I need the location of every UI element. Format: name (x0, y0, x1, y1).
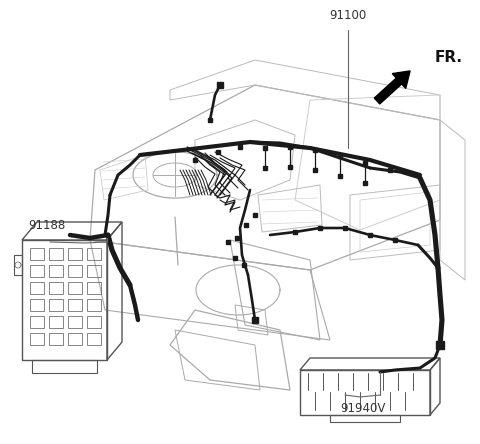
Bar (49, 333, 63, 345)
Bar (87, 316, 101, 328)
Bar (68, 248, 82, 260)
Bar (68, 265, 82, 277)
Bar (49, 299, 63, 311)
Bar (68, 299, 82, 311)
Bar (68, 282, 82, 294)
Bar (87, 282, 101, 294)
FancyArrow shape (374, 71, 410, 104)
Bar (30, 265, 44, 277)
Bar (87, 299, 101, 311)
Bar (30, 316, 44, 328)
Bar (49, 265, 63, 277)
Bar (49, 282, 63, 294)
Bar (49, 248, 63, 260)
Text: 91940V: 91940V (340, 402, 385, 415)
Bar (30, 248, 44, 260)
Bar (30, 333, 44, 345)
Text: FR.: FR. (435, 51, 463, 66)
Bar (87, 248, 101, 260)
Bar (30, 299, 44, 311)
Text: 91100: 91100 (329, 9, 367, 22)
Bar (68, 316, 82, 328)
Bar (30, 282, 44, 294)
Bar (87, 333, 101, 345)
Bar (87, 265, 101, 277)
Bar (68, 333, 82, 345)
Bar (49, 316, 63, 328)
Text: 91188: 91188 (28, 219, 65, 232)
